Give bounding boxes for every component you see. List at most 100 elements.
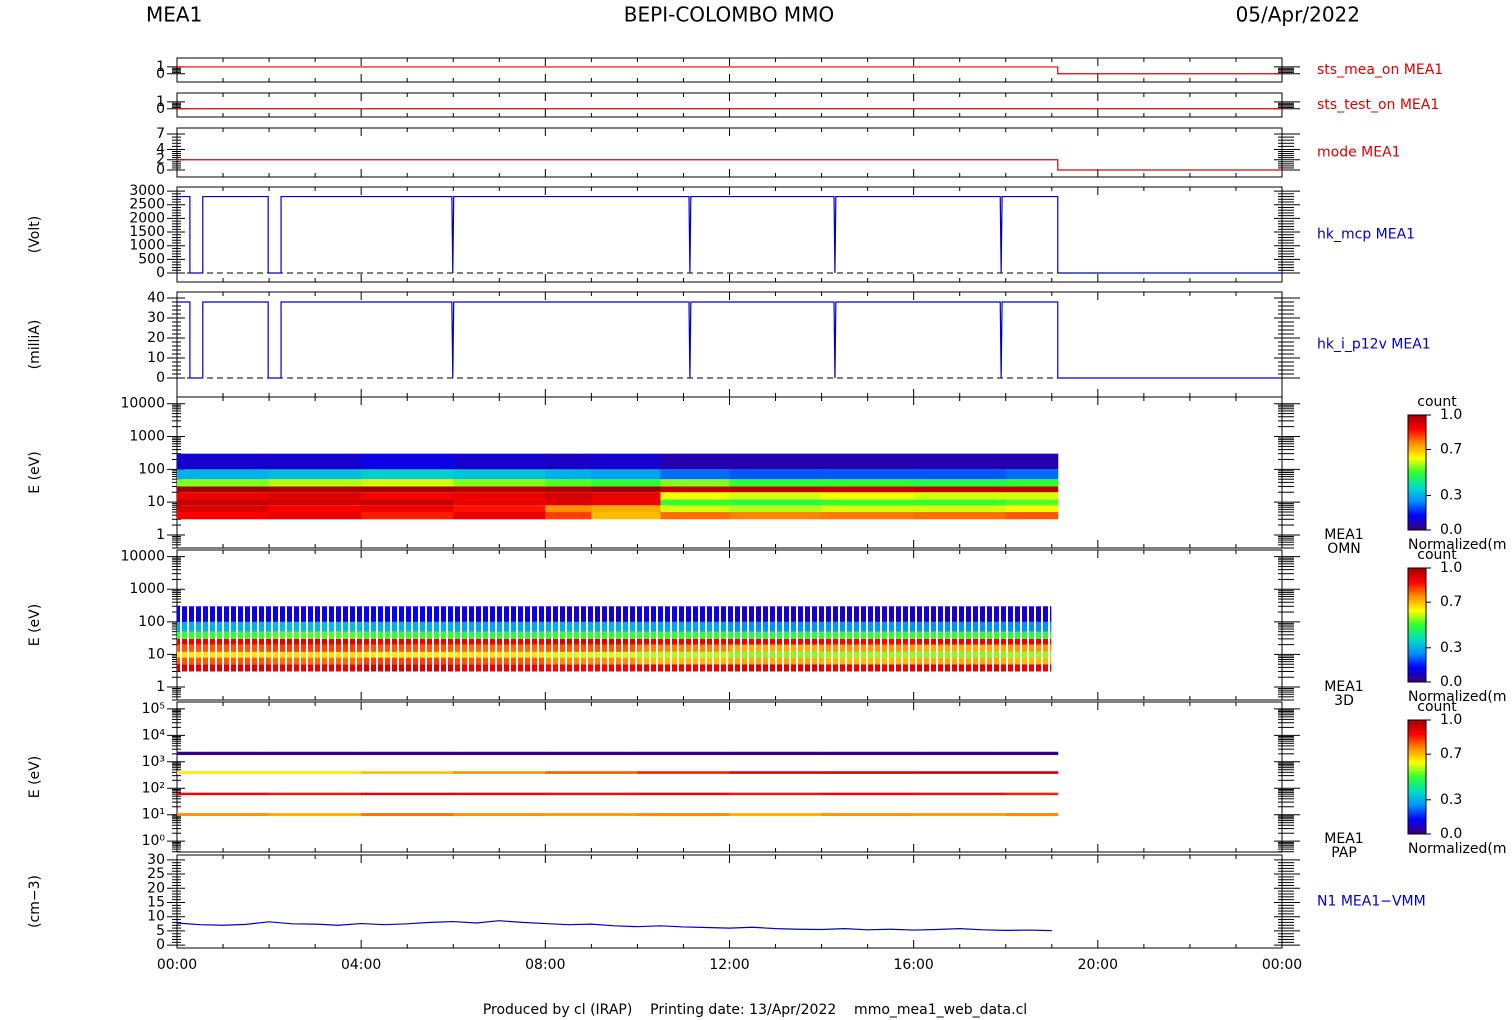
heatmap-cell [361,505,454,513]
colorbar-tick-label: 0.0 [1440,826,1462,842]
heatmap-cell [177,792,270,796]
series-label: hk_i_p12v MEA1 [1317,337,1431,353]
heatmap-cell [361,479,454,487]
colorbar-subtitle: Normalized(m [1408,841,1507,857]
heatmap-cell [453,469,546,480]
y-tick-label: 2 [156,152,165,168]
heatmap-cell [545,469,592,480]
instrument-label: MEA1 [1324,831,1363,847]
heatmap-cell [913,512,1007,520]
heatmap-cell [729,469,823,480]
heatmap-cell [177,492,270,500]
y-tick-label: 30 [147,310,165,326]
panel-frame [176,291,1283,398]
heatmap-cell [1005,492,1059,500]
chart-title: BEPI-COLOMBO MMO [624,3,834,27]
heatmap-cell [660,499,730,506]
heatmap-cell [913,499,1007,506]
heatmap-cell [821,479,915,487]
y-tick-label: 10000 [120,396,165,412]
heatmap-cell [545,512,592,520]
y-tick-label: 10 [147,494,165,510]
heatmap-cell [1005,505,1059,513]
y-tick-label: 40 [147,290,165,306]
heatmap-cell [1005,512,1059,520]
heatmap-cell [729,751,823,756]
y-tick-label: 500 [138,251,165,267]
heatmap-cell [177,469,270,480]
heatmap-cell [545,492,592,500]
colorbar-subtitle: Normalized(m [1408,537,1507,553]
heatmap-cell [821,492,915,500]
colorbar-tick-label: 1.0 [1440,712,1462,728]
heatmap-cell [269,813,362,816]
y-axis-label: E (eV) [27,756,43,798]
heatmap-cell [269,492,362,500]
heatmap-cell [821,469,915,480]
y-tick-label: 100 [138,461,165,477]
y-tick-label: 2500 [129,197,165,213]
heatmap-cell [361,469,454,480]
series-line [177,301,1282,379]
heatmap-cell [361,813,454,816]
heatmap-cell [177,479,270,487]
y-tick-label: 25 [147,866,165,882]
y-tick-label: 10 [147,350,165,366]
y-tick-label: 1 [156,527,165,543]
heatmap-cell [453,505,546,513]
heatmap-cell [591,512,661,520]
colorbar-tick-label: 0.3 [1440,792,1462,808]
colorbar-title: count [1417,699,1457,715]
series-label: N1 MEA1−VMM [1317,894,1426,910]
heatmap-cell [913,771,1007,774]
series-line [177,159,1282,171]
heatmap-cell [821,453,915,470]
instrument-label: MEA1 [1324,679,1363,695]
heatmap-cell [729,479,823,487]
y-tick-label: 0 [156,101,165,117]
heatmap-cell [453,499,546,506]
heatmap-cell [660,492,730,500]
colorbar-tick-label: 0.3 [1440,488,1462,504]
colorbar [1407,567,1427,683]
heatmap-cell [453,771,546,774]
y-tick-label: 1 [156,94,165,110]
series-line [176,920,1052,932]
heatmap-cell [545,505,592,513]
heatmap-cell [591,499,661,506]
heatmap-cell [545,813,638,816]
heatmap-cell [729,486,823,493]
heatmap-cell [591,505,661,513]
heatmap-cell [177,505,270,513]
heatmap-cell [177,771,270,774]
y-axis-label: (milliA) [27,320,43,370]
heatmap-cell [269,792,362,796]
panel-frame [176,186,1283,283]
heatmap-cell [545,751,638,756]
panel-frame [176,701,1283,853]
x-tick-label: 00:00 [157,957,197,973]
y-tick-label: 0 [156,66,165,82]
heatmap-cell [269,453,362,470]
heatmap-cell [1005,499,1059,506]
y-tick-label: 10 [147,909,165,925]
heatmap-cell [591,486,661,493]
heatmap-cell [545,486,592,493]
y-tick-label: 0 [156,265,165,281]
product-label: OMN [1327,541,1361,557]
heatmap-cell [913,751,1007,756]
y-tick-label: 10¹ [142,807,165,823]
heatmap-cell [913,492,1007,500]
y-tick-label: 30 [147,852,165,868]
y-tick-label: 1000 [129,238,165,254]
colorbar [1407,719,1427,835]
heatmap-cell [545,479,592,487]
y-tick-label: 1 [156,679,165,695]
gap-stripes [177,606,1051,672]
x-tick-label: 08:00 [525,957,565,973]
heatmap-cell [545,771,638,774]
y-tick-label: 1 [156,59,165,75]
heatmap-cell [729,771,823,774]
heatmap-cell [821,813,915,816]
